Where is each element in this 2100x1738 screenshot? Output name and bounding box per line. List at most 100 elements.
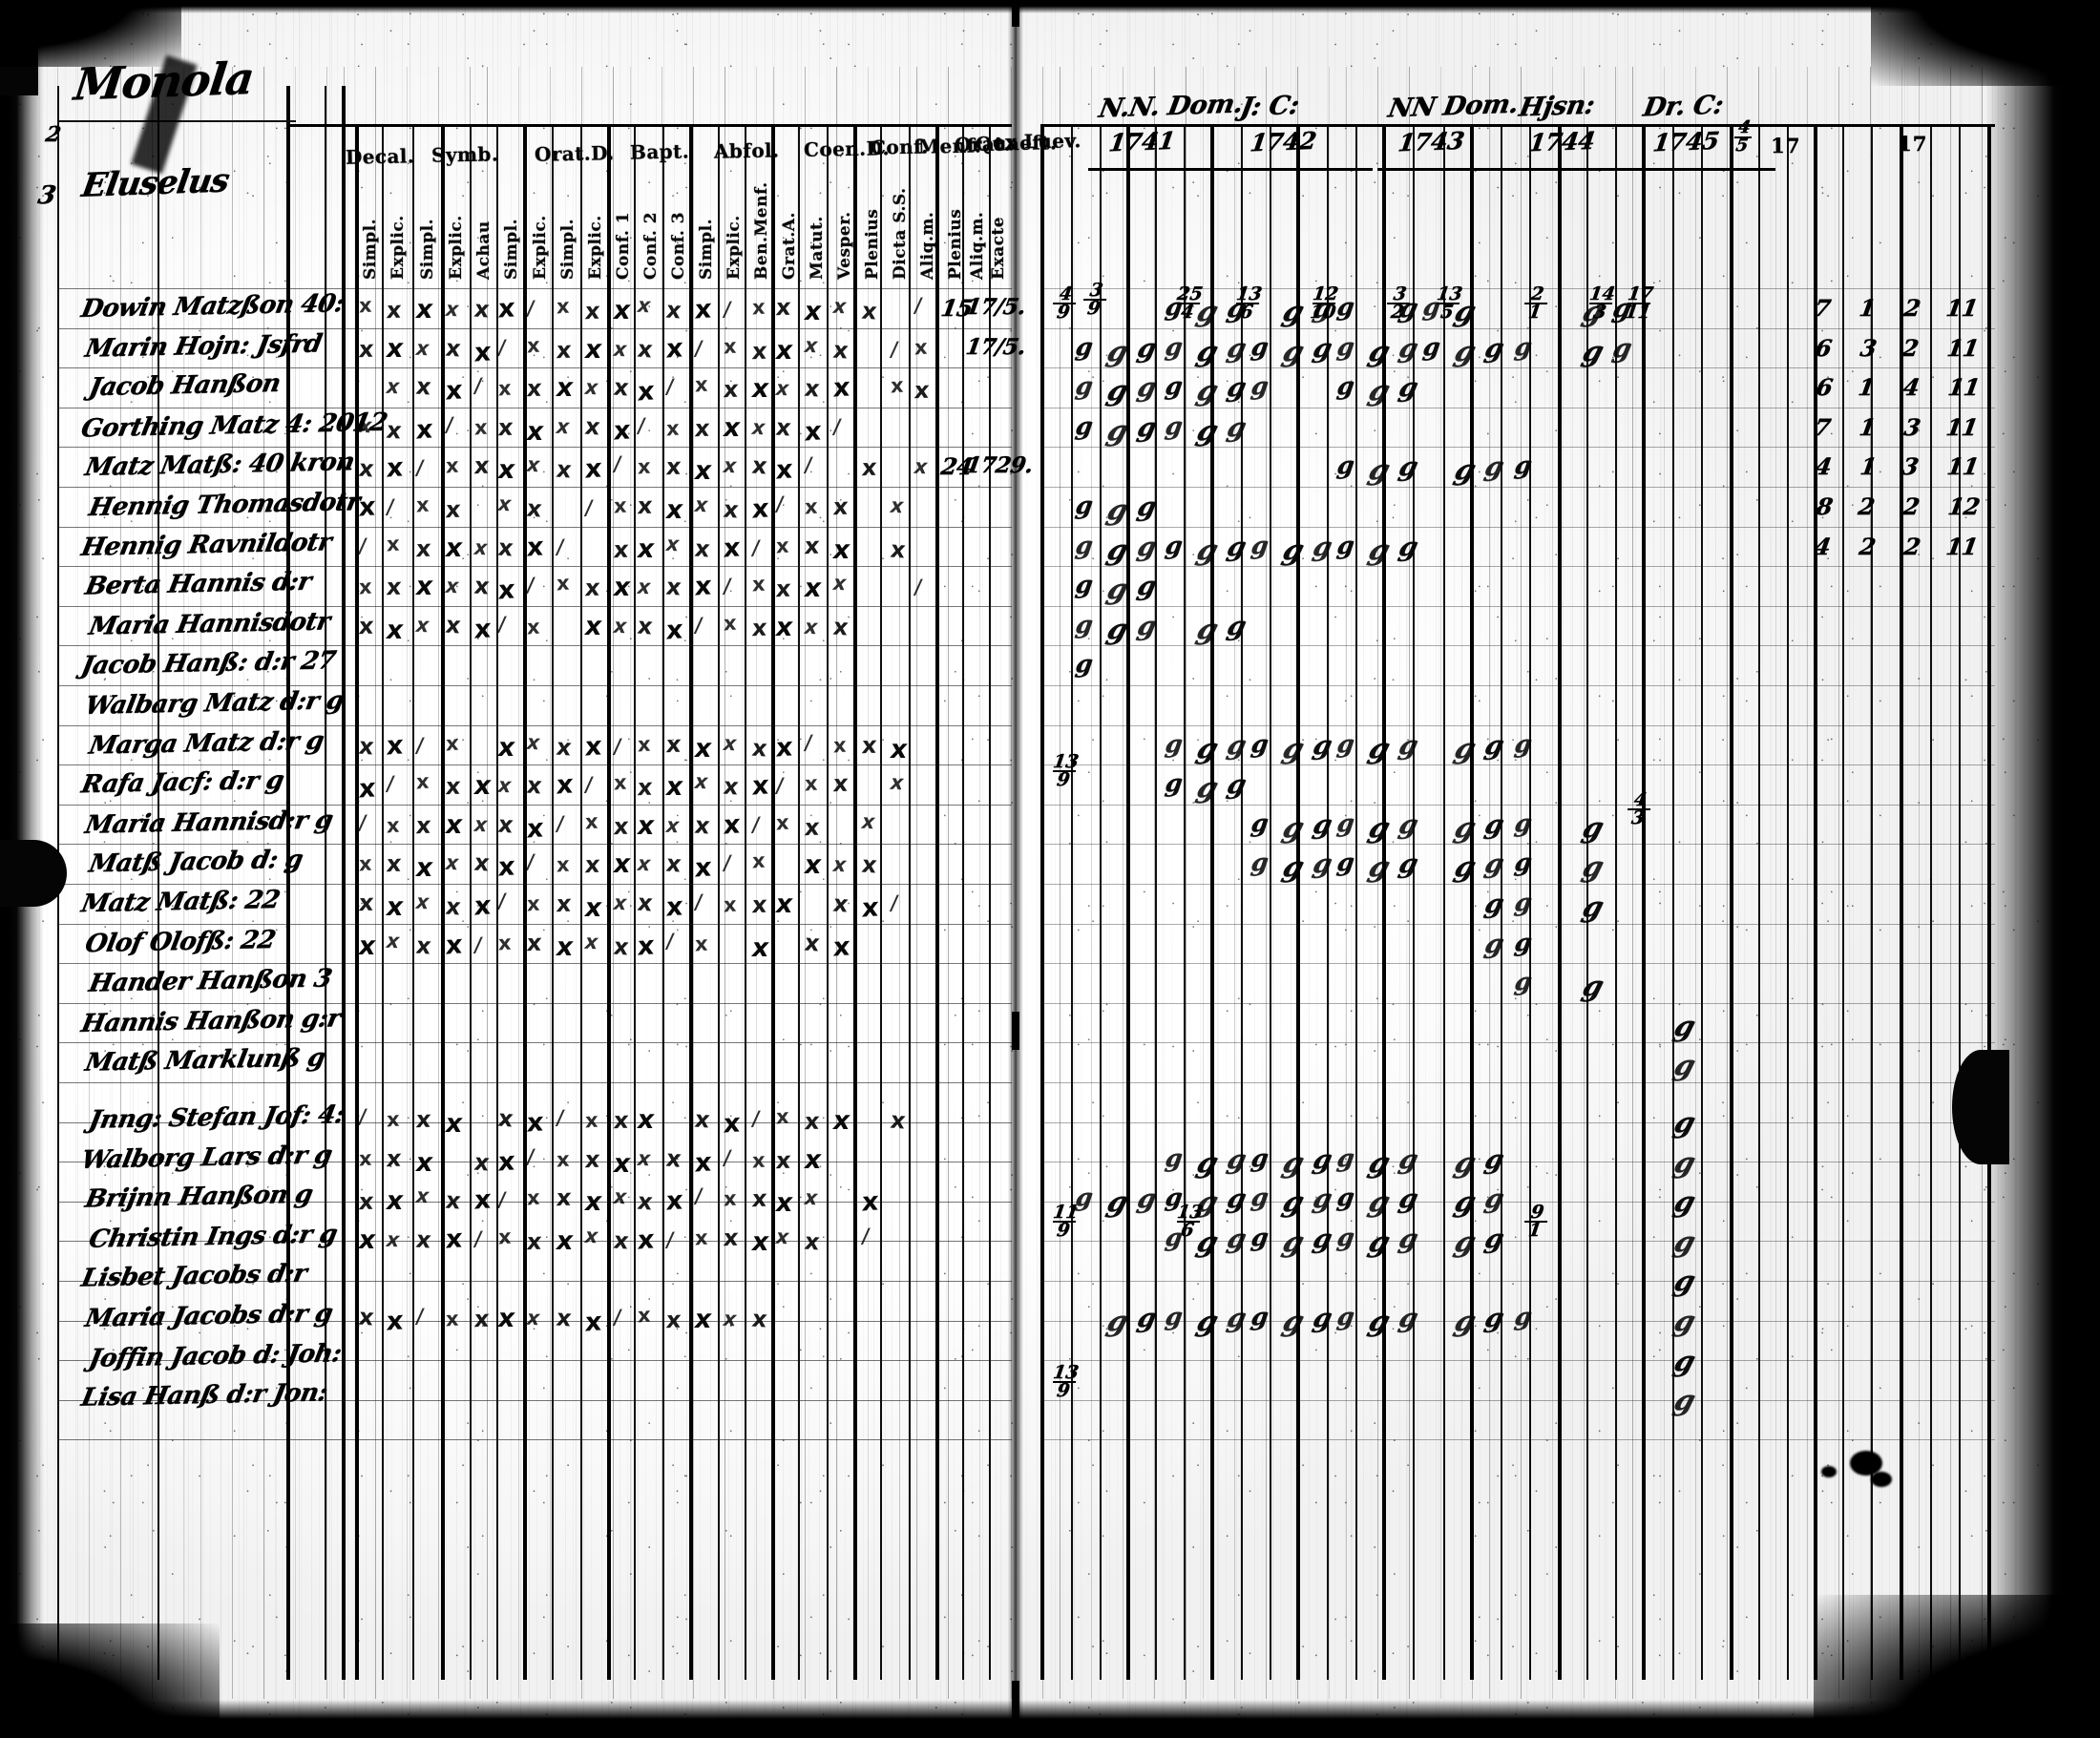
attendance-mark-cell: x [415,769,430,794]
attendance-mark-cell: x [583,297,601,325]
attendance-mark-cell: x [472,452,491,480]
fraction-denominator: 5 [1734,135,1750,156]
attendance-mark-cell: x [583,851,601,879]
row-rule-right [1040,1360,1995,1362]
attendance-mark-cell: x [774,293,792,322]
year-header-label: Dr. C: [1640,90,1726,123]
attendance-mark-cell: x [584,731,603,763]
grid-vline [745,124,746,1680]
attendance-mark-cell: x [357,612,375,640]
scan-hairline [1982,67,1983,1699]
row-rule [57,645,1012,647]
attendance-mark-cell: x [473,415,488,440]
attendance-mark-cell: x [803,532,821,559]
row-rule-right [1040,1281,1995,1282]
name-row: Marin Hojn: Jsfrd [82,329,325,364]
attendance-mark-cell: x [357,889,375,917]
row-rule [57,447,1012,449]
attendance-mark-cell: x [751,493,770,525]
fraction-entry: 12 10 [1305,283,1342,324]
grid-vline [1100,124,1102,1680]
attendance-mark-cell: x [694,294,713,325]
attendance-mark-cell: x [445,1224,464,1255]
attendance-mark-cell: x [751,848,766,873]
attendance-mark-cell: x [775,810,789,835]
age-cell: 15 [938,294,975,322]
fraction-numerator: 11 [1051,1202,1081,1223]
attendance-mark-cell: x [358,492,377,523]
summary-number-cell: 11 [1945,373,1982,402]
row-rule [57,487,1012,488]
fraction-denominator: 3 [1591,302,1607,324]
attendance-mark-cell: x [555,1183,573,1212]
attendance-mark-cell: x [803,813,821,842]
row-rule [57,605,1012,607]
attendance-mark-cell: x [525,374,543,403]
attendance-mark-cell: x [386,1107,400,1132]
fraction-denominator: 10 [1308,302,1337,324]
name-row: Lisa Hanß d:r Jon: [78,1378,330,1413]
name-row: Jacob Hanß: d:r 27 [78,646,338,681]
attendance-mark-cell: x [473,890,493,922]
year-header-year: 1742 [1248,126,1318,157]
column-subheader: Vesper. [835,211,854,280]
column-subheader: Conf. 3 [669,211,688,280]
scan-hairline [518,67,519,1699]
attendance-mark-cell: x [750,614,768,642]
fraction-numerator: 25 [1175,283,1205,304]
row-rule [57,804,1012,806]
attendance-mark-cell: x [526,1107,545,1139]
fraction-entry: 25 4 [1169,283,1207,323]
grid-vline [909,124,911,1680]
attendance-mark-cell: x [613,415,632,447]
attendance-mark-cell: x [665,416,680,441]
ink-blot [1871,1472,1892,1487]
column-subheader: Dicta S.S. [891,187,910,280]
name-row: Olof Olofß: 22 [82,925,278,958]
scan-hairline [550,67,551,1699]
attendance-mark-cell: x [555,890,573,918]
scan-hairline [1838,67,1839,1699]
attendance-mark-cell: x [584,1307,603,1338]
row-rule-right [1040,923,1995,925]
attendance-mark-cell: x [472,1305,491,1333]
attendance-mark-cell: x [497,931,512,955]
fraction-denominator: 1 [1526,302,1543,324]
row-rule-right [1040,844,1995,846]
row-rule-right [1040,804,1995,806]
attendance-mark-cell: x [386,813,400,838]
attendance-mark-cell: x [751,1148,766,1173]
attendance-mark-cell: x [832,733,847,758]
column-header-group: ex Luev. [992,129,1082,154]
attendance-mark-cell: x [385,850,403,878]
fraction-entry: 13 5 [1429,283,1466,323]
attendance-mark-cell: x [445,731,459,756]
attendance-mark-cell: x [722,1224,740,1252]
column-subheader: Matut. [808,216,827,280]
gutter-tick-top [1012,0,1019,27]
row-rule-right [1040,645,1995,647]
row-rule [57,526,1012,528]
name-row: Christin Ings d:r g [86,1220,340,1254]
name-row: Rafa Jacf: d:r g [78,765,286,800]
row-rule [57,923,1012,925]
grid-vline [1355,124,1357,1680]
fraction-numerator: 9 [1529,1202,1545,1223]
summary-number-cell: 11 [1944,452,1981,481]
attendance-mark-cell: x [445,453,459,478]
fraction-entry: 13 6 [1228,283,1266,323]
column-subheader: Ben.Menf. [752,181,771,280]
attendance-mark-cell: x [774,1146,792,1174]
year-header-label: Hjsn: [1516,90,1597,123]
attendance-mark-cell: x [357,1187,375,1216]
row-rule-right [1040,327,1995,329]
year-header-year: 1744 [1526,126,1597,157]
attendance-mark-cell: x [861,1186,880,1218]
row-rule [57,844,1012,846]
attendance-mark-cell: x [497,575,516,606]
attendance-mark-cell: x [861,892,880,924]
grid-vline [798,124,800,1680]
row-rule-right [1040,605,1995,607]
attendance-mark-cell: x [665,1185,684,1217]
